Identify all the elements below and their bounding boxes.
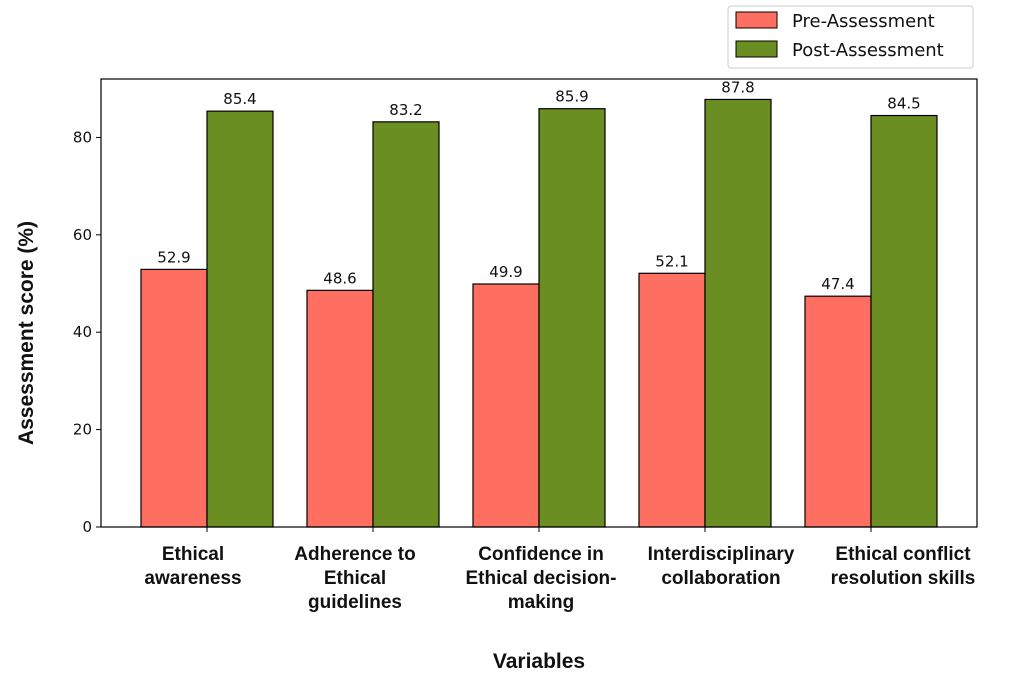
- bar: [206, 110, 274, 528]
- y-axis-title: Assessment score (%): [15, 221, 38, 445]
- legend-swatch: [735, 40, 778, 58]
- x-tick-label: Adherence to Ethical guidelines: [294, 544, 415, 613]
- bar: [638, 272, 706, 528]
- x-tick-label: Ethical conflict resolution skills: [831, 544, 976, 589]
- bar-value-label: 52.1: [655, 252, 688, 270]
- bar: [804, 295, 872, 528]
- bar: [306, 289, 374, 528]
- x-axis: Ethical awareness Adherence to Ethical guide…: [144, 527, 975, 613]
- x-axis-title: Variables: [493, 650, 585, 673]
- legend-label: Pre-Assessment: [792, 11, 935, 32]
- y-tick-label: 80: [73, 128, 92, 146]
- value-labels: 52.9 48.6 49.9 52.1 47.4 85.4 83.2 85.9 87.8 84.5: [157, 78, 920, 293]
- y-tick-label: 40: [73, 323, 92, 341]
- x-tick-label: Interdisciplinary collaboration: [648, 544, 795, 589]
- y-axis: 0 20 40 60 80: [73, 128, 101, 536]
- bar-value-label: 85.4: [223, 90, 256, 108]
- bar: [870, 114, 938, 528]
- bar-value-label: 84.5: [887, 95, 920, 113]
- legend-swatch: [735, 11, 778, 29]
- bar: [704, 98, 772, 528]
- bar: [372, 121, 440, 528]
- bar-value-label: 85.9: [555, 88, 588, 106]
- bar-value-label: 47.4: [821, 275, 854, 293]
- x-tick-label: Ethical awareness: [144, 544, 241, 589]
- bar-value-label: 52.9: [157, 248, 190, 266]
- y-tick-label: 20: [73, 421, 92, 439]
- bar-value-label: 87.8: [721, 78, 754, 96]
- bar: [140, 268, 208, 528]
- bar-value-label: 48.6: [323, 269, 356, 287]
- legend-box: [727, 5, 974, 69]
- bar-value-label: 83.2: [389, 101, 422, 119]
- bar: [472, 283, 540, 528]
- legend: Pre-Assessment Post-Assessment: [727, 5, 974, 69]
- bar-value-label: 49.9: [489, 263, 522, 281]
- y-tick-label: 0: [82, 518, 92, 536]
- y-tick-label: 60: [73, 226, 92, 244]
- x-tick-label: Confidence in Ethical decision-making: [466, 544, 617, 613]
- bars: [140, 98, 938, 528]
- legend-label: Post-Assessment: [792, 40, 944, 61]
- bar: [538, 108, 606, 528]
